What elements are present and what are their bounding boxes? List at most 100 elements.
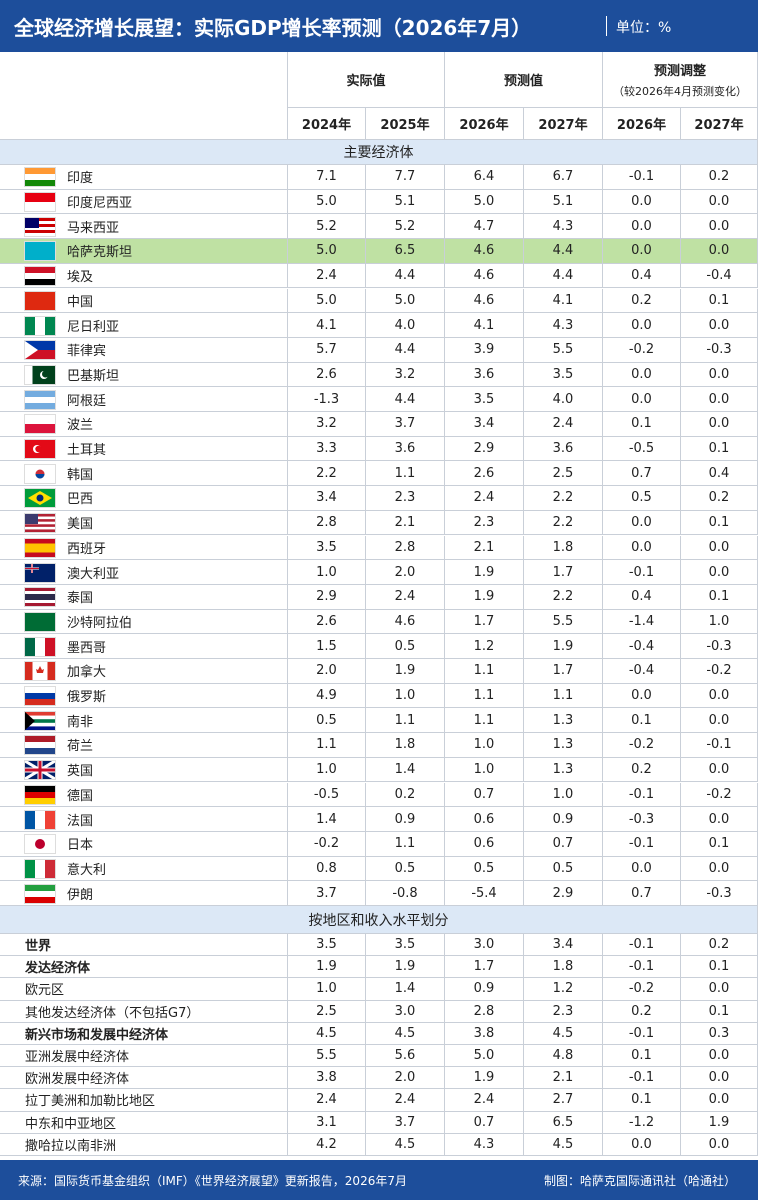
value-cell: 1.4: [366, 978, 445, 1001]
value-cell: -0.5: [603, 436, 681, 462]
value-cell: 1.1: [445, 708, 524, 734]
flag: [24, 686, 56, 707]
row-name: 波兰: [0, 412, 288, 437]
flag: [24, 439, 56, 460]
value-cell: 2.4: [288, 1089, 366, 1112]
row-name: 中东和中亚地区: [0, 1111, 288, 1134]
flag-graphic: [24, 340, 56, 361]
value-cell: 1.2: [445, 634, 524, 659]
footer-bar: 来源：国际货币基金组织（IMF）《世界经济展望》更新报告，2026年7月 制图：…: [0, 1160, 758, 1200]
value-cell: 0.0: [681, 313, 758, 338]
row-name: 印度尼西亚: [0, 189, 288, 215]
flag: [24, 192, 56, 213]
row-name: 澳大利亚: [0, 560, 288, 585]
value-cell: 5.0: [366, 288, 445, 314]
row-bg: [0, 486, 758, 511]
value-cell: 6.7: [524, 165, 603, 190]
flag-graphic: [24, 760, 56, 781]
flag: [24, 266, 56, 287]
flag: [24, 883, 56, 904]
value-cell: 0.0: [681, 1089, 758, 1112]
value-cell: 0.5: [524, 856, 603, 882]
note: （较2026年4月预测变化）: [613, 85, 747, 98]
value-cell: 0.5: [603, 486, 681, 511]
flag: [24, 858, 56, 879]
group-title: 预测调整: [653, 64, 706, 79]
value-cell: 5.7: [288, 337, 366, 363]
value-cell: 0.0: [681, 683, 758, 709]
row-name: 荷兰: [0, 733, 288, 758]
value-cell: 2.2: [524, 486, 603, 511]
value-cell: -0.1: [603, 934, 681, 957]
value-cell: 0.0: [603, 510, 681, 536]
value-cell: 0.2: [681, 486, 758, 511]
year-header: 2026年: [603, 108, 681, 140]
row-name: 韩国: [0, 461, 288, 487]
row-bg: [0, 634, 758, 659]
value-cell: 6.5: [524, 1111, 603, 1134]
row-name: 南非: [0, 708, 288, 734]
group-header: 预测调整 （较2026年4月预测变化）: [603, 52, 758, 108]
flag: [24, 587, 56, 608]
flag: [24, 216, 56, 237]
row-bg: [0, 782, 758, 808]
value-cell: 5.5: [524, 609, 603, 635]
value-cell: 4.5: [524, 1022, 603, 1045]
value-cell: -0.1: [603, 560, 681, 585]
value-cell: 0.0: [681, 1067, 758, 1090]
value-cell: 1.9: [366, 956, 445, 979]
row-bg: [0, 387, 758, 412]
value-cell: 0.8: [288, 856, 366, 882]
value-cell: -0.4: [681, 263, 758, 289]
value-cell: 2.4: [524, 412, 603, 437]
value-cell: 0.0: [681, 757, 758, 783]
value-cell: 2.6: [288, 609, 366, 635]
flag-graphic: [24, 266, 56, 287]
row-name: 欧元区: [0, 978, 288, 1001]
value-cell: 0.0: [603, 683, 681, 709]
flag: [24, 290, 56, 311]
flag: [24, 414, 56, 435]
value-cell: 2.9: [288, 584, 366, 610]
value-cell: 0.0: [681, 807, 758, 832]
flag-graphic: [24, 636, 56, 657]
flag: [24, 389, 56, 410]
row-name: 泰国: [0, 584, 288, 610]
separator: [606, 16, 607, 36]
flag-graphic: [24, 167, 56, 188]
value-cell: 2.0: [288, 659, 366, 684]
value-cell: 0.0: [681, 535, 758, 561]
value-cell: 0.7: [445, 782, 524, 808]
value-cell: -0.3: [681, 337, 758, 363]
value-cell: 1.8: [366, 733, 445, 758]
value-cell: 1.3: [524, 757, 603, 783]
value-cell: 3.2: [288, 412, 366, 437]
flag-graphic: [24, 315, 56, 336]
value-cell: 0.0: [603, 1133, 681, 1156]
value-cell: 3.6: [445, 362, 524, 388]
unit: 单位：%: [616, 20, 672, 36]
flag-graphic: [24, 587, 56, 608]
flag-graphic: [24, 364, 56, 385]
value-cell: 0.7: [524, 831, 603, 857]
row-bg: [0, 189, 758, 215]
value-cell: 2.2: [524, 584, 603, 610]
value-cell: 2.9: [524, 881, 603, 906]
value-cell: 6.5: [366, 239, 445, 264]
value-cell: 0.1: [681, 956, 758, 979]
group-header: 预测值: [445, 52, 603, 108]
row-bg: [0, 881, 758, 906]
value-cell: 0.1: [681, 510, 758, 536]
value-cell: 0.4: [603, 263, 681, 289]
value-cell: 1.1: [445, 683, 524, 709]
value-cell: 6.4: [445, 165, 524, 190]
row-name: 法国: [0, 807, 288, 832]
value-cell: -0.3: [603, 807, 681, 832]
value-cell: 1.9: [445, 1067, 524, 1090]
value-cell: 5.0: [288, 239, 366, 264]
flag-graphic: [24, 809, 56, 830]
value-cell: 0.7: [603, 461, 681, 487]
row-name: 埃及: [0, 263, 288, 289]
value-cell: 1.1: [445, 659, 524, 684]
value-cell: -0.2: [681, 782, 758, 808]
